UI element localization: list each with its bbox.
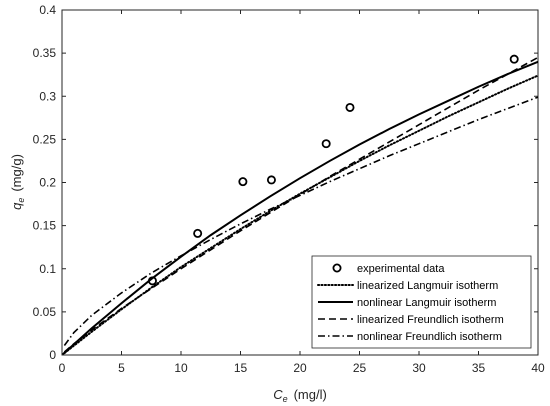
- series-dashed-line: [63, 56, 538, 353]
- x-tick-label: 0: [59, 361, 66, 375]
- series-dotted-line: [62, 74, 538, 355]
- x-tick-label: 20: [293, 361, 307, 375]
- y-tick-label: 0.4: [39, 3, 56, 17]
- x-tick-label: 40: [531, 361, 545, 375]
- experimental-point: [321, 139, 331, 149]
- y-tick-label: 0: [49, 348, 56, 362]
- x-tick-label: 5: [118, 361, 125, 375]
- y-tick-label: 0.05: [33, 305, 57, 319]
- legend-label: linearized Freundlich isotherm: [357, 314, 504, 326]
- y-axis-label: qe(mg/g): [9, 154, 26, 210]
- tick-marks: [61, 9, 539, 356]
- series-layer: [62, 56, 538, 355]
- y-tick-labels: 0 0.05 0.1 0.15 0.2 0.25 0.3 0.35 0.4: [33, 3, 57, 362]
- series-dashdot-line: [63, 96, 538, 346]
- y-tick-label: 0.15: [33, 219, 57, 233]
- legend-item: nonlinear Langmuir isotherm: [318, 297, 496, 309]
- y-tick-label: 0.35: [33, 46, 57, 60]
- x-tick-labels: 0 5 10 15 20 25 30 35 40: [59, 361, 545, 375]
- legend-label: nonlinear Freundlich isotherm: [357, 331, 502, 343]
- x-tick-label: 35: [472, 361, 486, 375]
- legend-label: nonlinear Langmuir isotherm: [357, 297, 496, 309]
- experimental-point: [345, 102, 355, 112]
- y-tick-label: 0.3: [39, 89, 56, 103]
- y-tick-label: 0.1: [39, 262, 56, 276]
- y-tick-label: 0.25: [33, 132, 57, 146]
- legend-item: linearized Langmuir isotherm: [317, 280, 498, 292]
- y-tick-label: 0.2: [39, 176, 56, 190]
- experimental-point: [238, 177, 248, 187]
- series-solid-line: [62, 60, 538, 355]
- legend-item: linearized Freundlich isotherm: [318, 314, 504, 326]
- legend-item: experimental data: [332, 263, 445, 275]
- experimental-point: [509, 54, 519, 64]
- x-tick-label: 25: [353, 361, 367, 375]
- legend-marker: [332, 263, 342, 273]
- legend: experimental data linearized Langmuir iso…: [311, 255, 532, 349]
- x-axis-label: Ce (mg/l): [273, 387, 327, 404]
- legend-label: experimental data: [357, 263, 445, 275]
- x-tick-label: 10: [174, 361, 188, 375]
- experimental-point: [147, 276, 157, 286]
- x-tick-label: 15: [234, 361, 248, 375]
- experimental-point: [266, 175, 276, 185]
- legend-item: nonlinear Freundlich isotherm: [318, 331, 502, 343]
- experimental-points: [147, 54, 519, 286]
- legend-label: linearized Langmuir isotherm: [357, 280, 498, 292]
- x-tick-label: 30: [412, 361, 426, 375]
- experimental-point: [193, 228, 203, 238]
